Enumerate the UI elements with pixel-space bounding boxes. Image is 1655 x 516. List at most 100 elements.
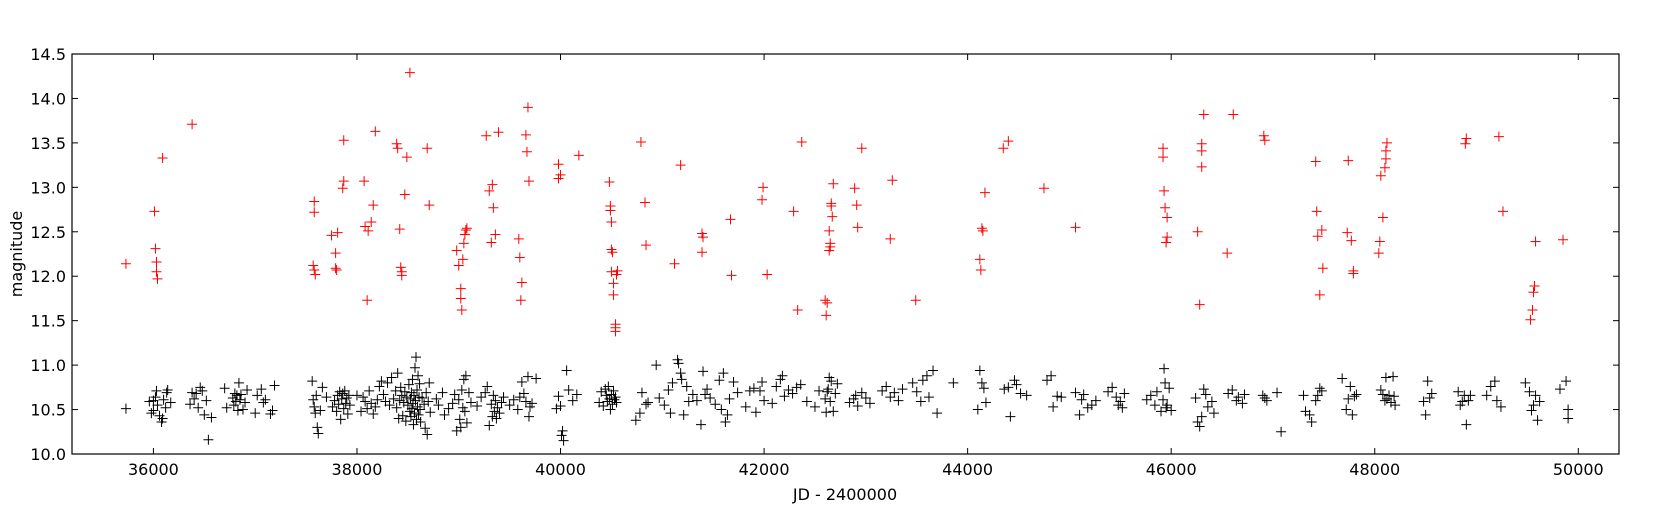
data-point bbox=[420, 423, 431, 434]
data-point bbox=[1530, 236, 1541, 247]
data-point bbox=[551, 403, 562, 414]
data-point bbox=[641, 240, 652, 251]
data-point bbox=[514, 252, 525, 263]
data-point bbox=[120, 403, 131, 414]
data-point bbox=[152, 400, 163, 411]
data-point bbox=[331, 406, 342, 417]
data-point bbox=[1070, 387, 1081, 398]
data-point bbox=[1166, 405, 1177, 416]
data-point bbox=[828, 406, 839, 417]
y-tick-label: 12.5 bbox=[30, 223, 66, 242]
data-point bbox=[608, 385, 619, 396]
data-point bbox=[1190, 393, 1201, 403]
x-axis-title: JD - 2400000 bbox=[792, 485, 897, 504]
data-point bbox=[417, 393, 428, 403]
data-point bbox=[603, 381, 614, 392]
data-point bbox=[521, 146, 532, 157]
data-point bbox=[1381, 137, 1392, 148]
data-point bbox=[203, 434, 214, 445]
data-point bbox=[411, 352, 422, 363]
data-point bbox=[412, 401, 423, 412]
data-point bbox=[1461, 419, 1472, 430]
data-point bbox=[522, 102, 533, 113]
data-point bbox=[1389, 391, 1400, 402]
data-point bbox=[372, 394, 383, 405]
data-point bbox=[856, 387, 867, 398]
data-point bbox=[678, 409, 689, 420]
x-tick-label: 36000 bbox=[128, 460, 179, 479]
data-point bbox=[1228, 109, 1239, 120]
data-point bbox=[482, 381, 493, 392]
data-point bbox=[206, 412, 217, 423]
data-point bbox=[606, 217, 617, 227]
data-point bbox=[757, 377, 768, 387]
data-point bbox=[189, 393, 200, 404]
data-point bbox=[1495, 401, 1506, 412]
data-point bbox=[219, 383, 230, 394]
data-point bbox=[258, 397, 269, 408]
data-point bbox=[1375, 385, 1386, 395]
data-point bbox=[691, 395, 702, 406]
data-point bbox=[151, 266, 162, 277]
data-point bbox=[232, 405, 243, 416]
data-point bbox=[1042, 375, 1053, 386]
data-point bbox=[336, 393, 347, 404]
data-point bbox=[998, 143, 1009, 154]
data-point bbox=[151, 257, 162, 267]
data-point bbox=[705, 393, 716, 403]
data-point bbox=[413, 409, 424, 420]
data-point bbox=[409, 408, 420, 419]
data-point bbox=[1117, 402, 1128, 413]
data-point bbox=[673, 358, 684, 369]
data-point bbox=[392, 368, 403, 379]
data-point bbox=[852, 222, 863, 233]
data-point bbox=[1141, 394, 1152, 405]
data-point bbox=[1082, 402, 1093, 413]
data-point bbox=[458, 238, 469, 249]
data-point bbox=[459, 406, 470, 417]
data-point bbox=[455, 293, 466, 304]
data-point bbox=[382, 377, 393, 388]
data-point bbox=[359, 176, 370, 187]
data-point bbox=[1388, 371, 1399, 382]
data-point bbox=[823, 384, 834, 395]
data-point bbox=[412, 385, 423, 395]
data-point bbox=[307, 376, 318, 387]
data-point bbox=[667, 377, 678, 388]
data-point bbox=[663, 385, 674, 395]
data-point bbox=[1021, 390, 1032, 401]
data-point bbox=[267, 405, 278, 416]
data-point bbox=[1086, 400, 1097, 411]
data-point bbox=[431, 393, 442, 404]
data-point bbox=[630, 415, 641, 426]
data-point bbox=[523, 176, 534, 187]
data-point bbox=[889, 387, 900, 398]
data-point bbox=[397, 410, 408, 421]
data-point bbox=[337, 183, 348, 194]
data-point bbox=[788, 206, 799, 217]
data-point bbox=[368, 200, 379, 211]
data-point bbox=[974, 254, 985, 265]
data-point bbox=[1056, 392, 1067, 403]
data-point bbox=[406, 403, 417, 414]
data-point bbox=[523, 411, 534, 422]
data-point bbox=[237, 404, 248, 415]
data-point bbox=[337, 388, 348, 399]
data-point bbox=[424, 200, 435, 211]
data-point bbox=[311, 390, 322, 401]
data-point bbox=[948, 377, 959, 388]
data-point bbox=[150, 392, 161, 403]
data-point bbox=[404, 67, 415, 78]
y-axis-title: magnitude bbox=[7, 211, 26, 298]
data-point bbox=[1145, 390, 1156, 401]
data-point bbox=[384, 400, 395, 411]
data-point bbox=[364, 385, 375, 396]
data-point bbox=[1198, 109, 1209, 120]
data-point bbox=[1304, 409, 1315, 420]
data-point bbox=[456, 385, 467, 395]
data-point bbox=[498, 392, 509, 403]
data-point bbox=[814, 385, 825, 396]
data-point bbox=[1119, 388, 1130, 399]
data-point bbox=[437, 387, 448, 398]
